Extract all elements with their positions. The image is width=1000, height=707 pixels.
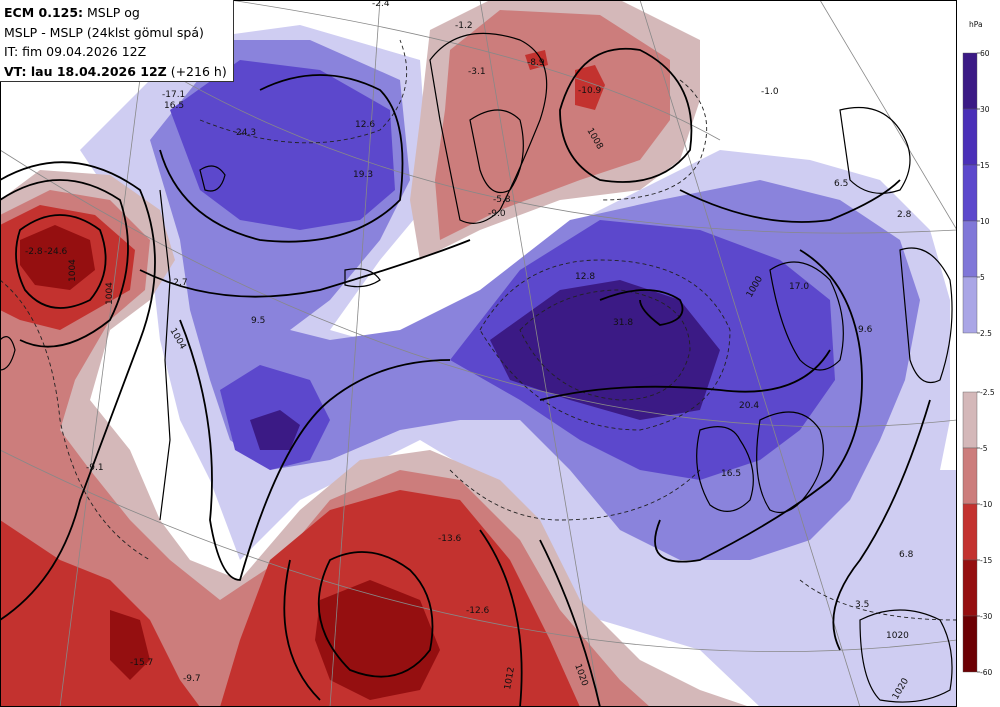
valid-time-line: VT: lau 18.04.2026 12Z (+216 h)	[4, 62, 229, 82]
value-label: 6.5	[834, 179, 848, 189]
value-label: -12.6	[466, 606, 490, 616]
coastlines	[0, 32, 953, 703]
positive-colorbar: 60 30 15 10 5 2.5	[962, 49, 992, 338]
value-label: 17.0	[789, 282, 809, 292]
legend-tick-label: 30	[980, 105, 990, 114]
value-label: 16.5	[721, 469, 741, 479]
legend-tick-label: 15	[980, 161, 990, 170]
value-label: 20.4	[739, 401, 759, 411]
value-label: 3.5	[855, 600, 869, 610]
legend-swatch	[962, 447, 978, 505]
legend-tick-label: 5	[980, 273, 985, 282]
isobar-label: 1012	[503, 666, 517, 690]
legend-swatch	[962, 615, 978, 673]
value-label: -3.1	[468, 67, 486, 77]
value-label: -17.1	[162, 90, 185, 100]
legend-tick-label: -30	[980, 612, 992, 621]
value-label: -15.7	[130, 658, 153, 668]
value-label: -10.9	[578, 86, 602, 96]
value-label: -9.1	[86, 463, 104, 473]
model-name: ECM 0.125:	[4, 5, 84, 20]
value-label: -9.0	[488, 209, 506, 219]
weather-map: -2.4 -1.2 -3.1 -8.9 -10.9 -1.0 -17.1 16.…	[0, 0, 957, 707]
value-label: -5.8	[493, 195, 511, 205]
value-label: -2.7	[170, 278, 188, 288]
value-label: 12.8	[575, 272, 595, 282]
value-label: 31.8	[613, 318, 633, 328]
negative-difference-field	[0, 0, 750, 707]
legend-swatch	[962, 559, 978, 617]
legend-tick-label: 60	[980, 49, 990, 58]
isobars	[0, 47, 931, 707]
value-labels: -2.4 -1.2 -3.1 -8.9 -10.9 -1.0 -17.1 16.…	[25, 0, 914, 684]
value-label: -2.8	[25, 247, 43, 257]
color-legend: hPa 60 30 15 10 5 2.5 -2.5 -5 -10 -15 -30 -60	[962, 20, 995, 677]
title-rest: MSLP og	[83, 5, 140, 20]
legend-swatch	[962, 220, 978, 278]
value-label: 9.6	[858, 325, 873, 335]
value-label: 16.5	[164, 101, 184, 111]
value-label: -8.9	[527, 58, 545, 68]
value-label: -1.0	[761, 87, 779, 97]
legend-swatch	[962, 276, 978, 334]
legend-swatch	[962, 108, 978, 166]
legend-swatch	[962, 164, 978, 222]
legend-tick-label: -2.5	[980, 388, 995, 397]
legend-swatch	[962, 503, 978, 561]
legend-swatch	[962, 52, 978, 110]
value-label: 24.3	[236, 128, 256, 138]
map-info-box: ECM 0.125: MSLP og MSLP - MSLP (24klst g…	[0, 0, 234, 82]
value-label: 12.6	[355, 120, 375, 130]
subtitle-line: MSLP - MSLP (24klst gömul spá)	[4, 24, 204, 40]
value-label: -9.7	[183, 674, 201, 684]
previous-forecast-isobars	[0, 39, 957, 621]
value-label: -24.6	[44, 247, 68, 257]
graticule	[0, 0, 957, 707]
title-line: ECM 0.125: MSLP og	[4, 3, 229, 23]
value-label: 6.8	[899, 550, 914, 560]
legend-swatch	[962, 391, 978, 449]
isobar-label: 1004	[105, 282, 115, 305]
isobar-label: 1020	[886, 631, 909, 641]
legend-unit: hPa	[969, 20, 983, 29]
legend-tick-label: 2.5	[980, 329, 992, 338]
init-time: IT: fim 09.04.2026 12Z	[4, 44, 147, 59]
legend-tick-label: -5	[980, 444, 988, 453]
value-label: 2.8	[897, 210, 912, 220]
legend-tick-label: -15	[980, 556, 992, 565]
value-label: 9.5	[251, 316, 265, 326]
legend-tick-label: 10	[980, 217, 990, 226]
value-label: -13.6	[438, 534, 462, 544]
value-label: -1.2	[455, 21, 473, 31]
isobar-label: 1004	[68, 259, 78, 282]
valid-time: VT: lau 18.04.2026 12Z	[4, 63, 167, 79]
negative-colorbar: -2.5 -5 -10 -15 -30 -60	[962, 388, 995, 677]
legend-tick-label: -10	[980, 500, 992, 509]
forecast-hour: (+216 h)	[166, 63, 227, 79]
positive-difference-field	[0, 25, 957, 707]
value-label: 19.3	[353, 170, 373, 180]
value-label: -2.4	[372, 0, 390, 9]
legend-tick-label: -60	[980, 668, 992, 677]
